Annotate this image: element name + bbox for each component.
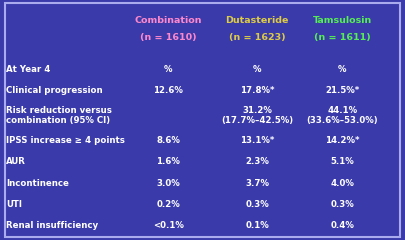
Text: 4.0%: 4.0% (330, 179, 354, 188)
Text: At Year 4: At Year 4 (6, 65, 51, 74)
Text: 0.4%: 0.4% (330, 221, 354, 230)
Text: Tamsulosin: Tamsulosin (313, 16, 372, 25)
Text: AUR: AUR (6, 157, 26, 167)
Text: 3.7%: 3.7% (245, 179, 269, 188)
Text: 8.6%: 8.6% (156, 136, 180, 145)
Text: 17.8%*: 17.8%* (240, 86, 275, 95)
Text: 13.1%*: 13.1%* (240, 136, 274, 145)
Text: 3.0%: 3.0% (156, 179, 180, 188)
Text: (n = 1611): (n = 1611) (314, 33, 371, 42)
Text: (n = 1610): (n = 1610) (140, 33, 196, 42)
Text: 44.1%
(33.6%–53.0%): 44.1% (33.6%–53.0%) (307, 106, 378, 125)
Text: 21.5%*: 21.5%* (325, 86, 359, 95)
Text: 12.6%: 12.6% (153, 86, 183, 95)
Text: Clinical progression: Clinical progression (6, 86, 103, 95)
Text: UTI: UTI (6, 200, 22, 209)
Text: Dutasteride: Dutasteride (226, 16, 289, 25)
Text: 1.6%: 1.6% (156, 157, 180, 167)
Text: %: % (253, 65, 261, 74)
Text: 0.1%: 0.1% (245, 221, 269, 230)
FancyBboxPatch shape (5, 3, 400, 237)
Text: 2.3%: 2.3% (245, 157, 269, 167)
Text: 0.3%: 0.3% (330, 200, 354, 209)
Text: 31.2%
(17.7%–42.5%): 31.2% (17.7%–42.5%) (221, 106, 293, 125)
Text: Incontinence: Incontinence (6, 179, 69, 188)
Text: 0.2%: 0.2% (156, 200, 180, 209)
Text: %: % (338, 65, 346, 74)
Text: Renal insufficiency: Renal insufficiency (6, 221, 98, 230)
Text: IPSS increase ≥ 4 points: IPSS increase ≥ 4 points (6, 136, 125, 145)
Text: Combination: Combination (134, 16, 202, 25)
Text: 5.1%: 5.1% (330, 157, 354, 167)
Text: %: % (164, 65, 172, 74)
Text: Risk reduction versus
combination (95% CI): Risk reduction versus combination (95% C… (6, 106, 112, 125)
Text: (n = 1623): (n = 1623) (229, 33, 286, 42)
Text: 14.2%*: 14.2%* (325, 136, 360, 145)
Text: 0.3%: 0.3% (245, 200, 269, 209)
Text: <0.1%: <0.1% (153, 221, 183, 230)
